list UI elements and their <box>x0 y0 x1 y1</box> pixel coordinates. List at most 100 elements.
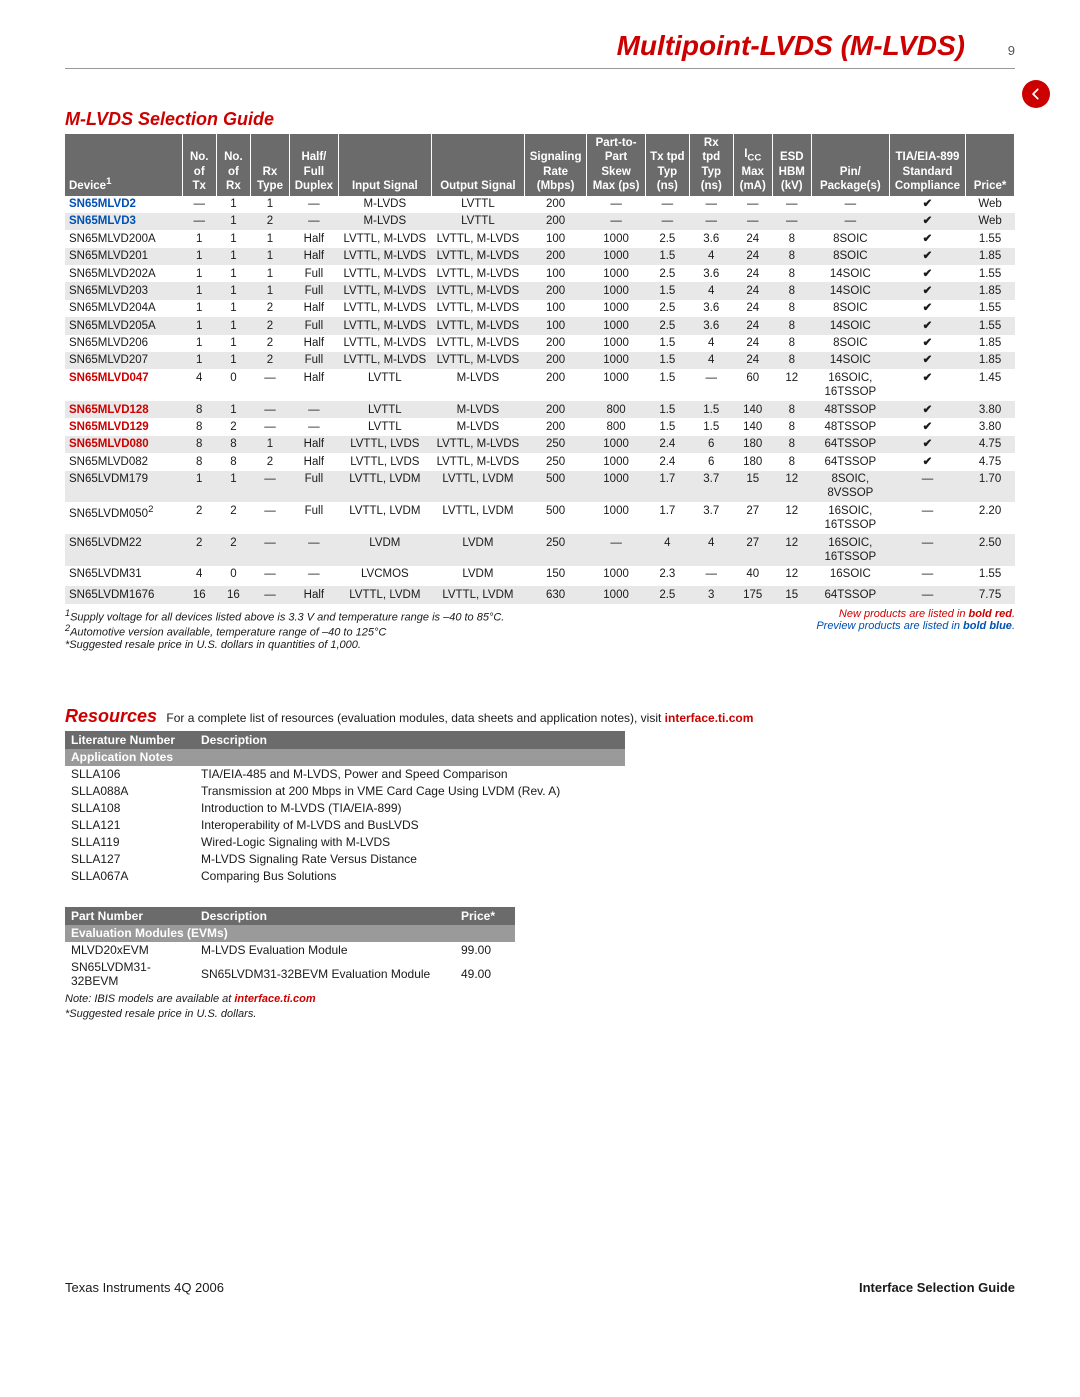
data-cell: 1 <box>216 230 250 247</box>
data-cell: 200 <box>524 196 586 213</box>
data-cell: 4 <box>645 534 689 566</box>
data-cell: 140 <box>733 418 772 435</box>
data-cell: 1.85 <box>966 248 1015 265</box>
table-row: SN65MLVD12881——LVTTLM-LVDS2008001.51.514… <box>65 401 1015 418</box>
data-cell: 2.50 <box>966 534 1015 566</box>
data-cell: ✔ <box>889 352 965 369</box>
col-header: Literature Number <box>65 731 195 749</box>
data-cell: 1.5 <box>645 352 689 369</box>
data-cell: LVTTL, LVDM <box>431 502 524 534</box>
data-cell: M-LVDS <box>338 196 431 213</box>
data-cell: Web <box>966 196 1015 213</box>
device-cell: SN65LVDM1676 <box>65 586 182 603</box>
data-cell: 2 <box>250 300 289 317</box>
data-cell: 1 <box>216 213 250 230</box>
data-cell: 7.75 <box>966 586 1015 603</box>
data-cell: Full <box>290 282 339 299</box>
data-cell: M-LVDS <box>431 418 524 435</box>
data-cell: 2.20 <box>966 502 1015 534</box>
data-cell: 24 <box>733 352 772 369</box>
data-cell: LVTTL, M-LVDS <box>338 248 431 265</box>
data-cell: — <box>250 369 289 401</box>
data-cell: ✔ <box>889 248 965 265</box>
data-cell: LVTTL, M-LVDS <box>338 317 431 334</box>
resources-link[interactable]: interface.ti.com <box>665 711 754 725</box>
data-cell: 27 <box>733 502 772 534</box>
data-cell: 12 <box>772 502 811 534</box>
data-cell: SLLA119 <box>65 834 195 851</box>
col-header: Input Signal <box>338 134 431 196</box>
data-cell: 1 <box>182 471 216 503</box>
data-cell: 8SOIC <box>811 230 889 247</box>
data-cell: 48TSSOP <box>811 401 889 418</box>
data-cell: 2 <box>250 352 289 369</box>
data-cell: 1.55 <box>966 265 1015 282</box>
data-cell: Half <box>290 453 339 470</box>
device-cell: SN65LVDM31 <box>65 566 182 583</box>
data-cell: — <box>290 213 339 230</box>
data-cell: — <box>587 196 646 213</box>
data-cell: 15 <box>733 471 772 503</box>
data-cell: 1000 <box>587 265 646 282</box>
data-cell: SN65LVDM31-32BEVM <box>65 959 195 990</box>
data-cell: 2.5 <box>645 586 689 603</box>
table-row: SN65MLVD202A111FullLVTTL, M-LVDSLVTTL, M… <box>65 265 1015 282</box>
data-cell: 1 <box>216 317 250 334</box>
data-cell: LVTTL, M-LVDS <box>431 436 524 453</box>
data-cell: 24 <box>733 300 772 317</box>
data-cell: 4 <box>689 352 733 369</box>
data-cell: 2 <box>250 317 289 334</box>
data-cell: 1000 <box>587 300 646 317</box>
col-header: Tx tpdTyp(ns) <box>645 134 689 196</box>
data-cell: 630 <box>524 586 586 603</box>
data-cell: 200 <box>524 401 586 418</box>
data-cell: 2.3 <box>645 566 689 583</box>
data-cell: — <box>889 471 965 503</box>
data-cell: 1000 <box>587 566 646 583</box>
data-cell: 3.7 <box>689 471 733 503</box>
back-arrow-icon[interactable] <box>1022 80 1050 108</box>
data-cell: 1000 <box>587 230 646 247</box>
data-cell: Half <box>290 335 339 352</box>
data-cell: 16SOIC,16TSSOP <box>811 534 889 566</box>
data-cell: — <box>889 534 965 566</box>
data-cell: 3 <box>689 586 733 603</box>
data-cell: M-LVDS <box>431 369 524 401</box>
data-cell: 1 <box>216 282 250 299</box>
data-cell: 1.55 <box>966 230 1015 247</box>
data-cell: 4 <box>689 534 733 566</box>
data-cell: — <box>689 369 733 401</box>
data-cell: 8 <box>772 230 811 247</box>
data-cell: 49.00 <box>455 959 515 990</box>
device-cell: SN65LVDM22 <box>65 534 182 566</box>
data-cell: — <box>290 401 339 418</box>
data-cell: 40 <box>733 566 772 583</box>
data-cell: 2 <box>216 534 250 566</box>
data-cell: M-LVDS <box>431 401 524 418</box>
data-cell: 8 <box>216 436 250 453</box>
data-cell: — <box>182 213 216 230</box>
data-cell: LVTTL, M-LVDS <box>431 248 524 265</box>
data-cell: 1000 <box>587 335 646 352</box>
data-cell: LVTTL, M-LVDS <box>338 352 431 369</box>
data-cell: 1.5 <box>645 401 689 418</box>
section-title: M-LVDS Selection Guide <box>65 109 1015 130</box>
data-cell: Full <box>290 265 339 282</box>
data-cell: 8SOIC <box>811 248 889 265</box>
col-header: RxType <box>250 134 289 196</box>
table-row: SN65MLVD204A112HalfLVTTL, M-LVDSLVTTL, M… <box>65 300 1015 317</box>
data-cell: 12 <box>772 369 811 401</box>
table-row: SN65MLVD080881HalfLVTTL, LVDSLVTTL, M-LV… <box>65 436 1015 453</box>
data-cell: — <box>811 196 889 213</box>
resource-notes: Note: IBIS models are available at inter… <box>65 993 1015 1020</box>
data-cell: 8 <box>182 401 216 418</box>
data-cell: Full <box>290 502 339 534</box>
data-cell: 500 <box>524 471 586 503</box>
data-cell: ✔ <box>889 401 965 418</box>
data-cell: 1 <box>182 317 216 334</box>
col-header: Description <box>195 907 455 925</box>
data-cell: 1 <box>182 282 216 299</box>
data-cell: 8 <box>182 436 216 453</box>
data-cell: 12 <box>772 534 811 566</box>
data-cell: 8 <box>772 436 811 453</box>
